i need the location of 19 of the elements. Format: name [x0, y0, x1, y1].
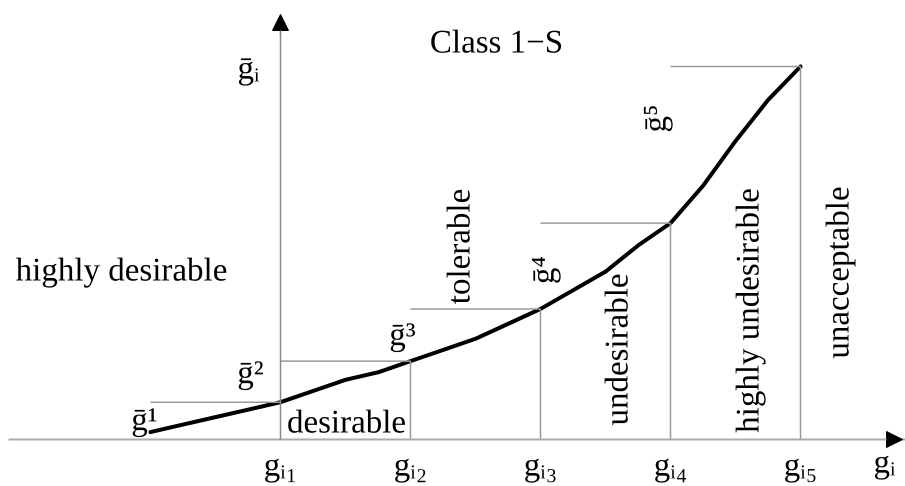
annotation: ḡ⁴ — [526, 256, 562, 284]
annotation: highly desirable — [16, 252, 228, 288]
x-tick-label: gᵢ₄ — [654, 448, 688, 484]
annotation: desirable — [286, 404, 406, 440]
x-tick-label: gᵢ₂ — [394, 448, 428, 484]
x-tick-label: gᵢ₁ — [264, 448, 298, 484]
text: unacceptable — [820, 186, 856, 359]
annotation: ḡ⁵ — [638, 104, 674, 132]
annotation: undesirable — [600, 273, 636, 426]
annotation: ḡ² — [237, 355, 264, 392]
annotation: highly undesirable — [730, 188, 766, 433]
y-axis-title: ḡᵢ — [238, 50, 260, 86]
x-tick-label: gᵢ₃ — [524, 448, 558, 484]
x-axis-title: gᵢ — [874, 444, 896, 480]
annotation: ḡ³ — [389, 316, 416, 353]
x-tick-label: gᵢ₅ — [784, 448, 818, 484]
chart-title: Class 1−S — [430, 24, 564, 60]
annotation: tolerable — [442, 188, 478, 304]
annotation: ḡ¹ — [131, 402, 158, 438]
